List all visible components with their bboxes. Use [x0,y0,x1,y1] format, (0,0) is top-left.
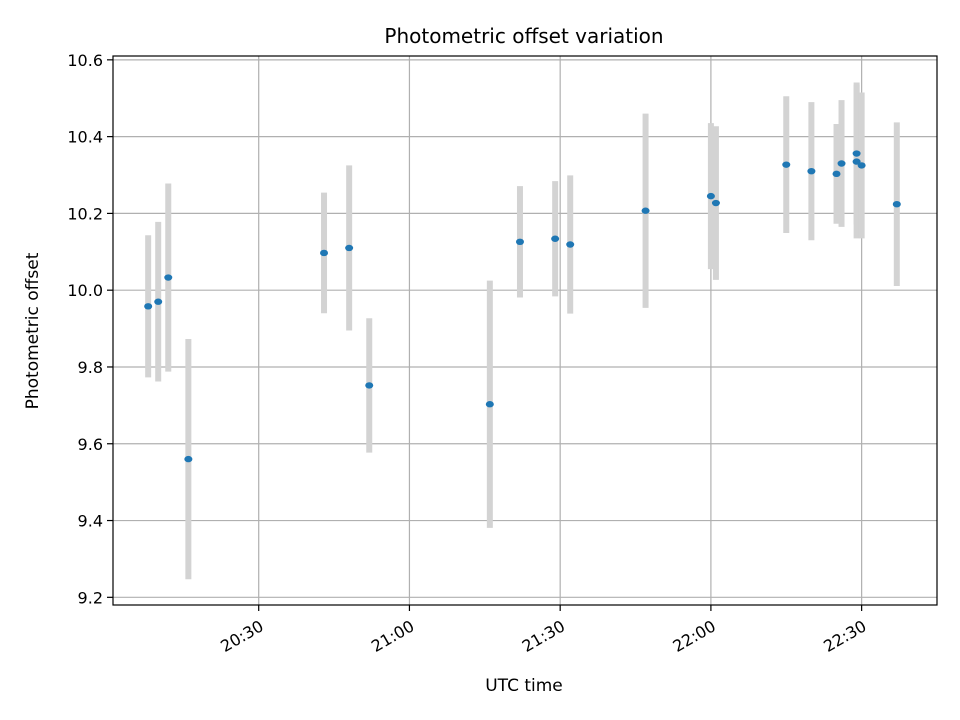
data-point [144,303,153,310]
data-point [485,401,494,408]
x-tick-label: 22:00 [669,616,718,656]
x-tick-label: 22:30 [820,616,869,656]
plot-area-frame [112,55,938,606]
data-point [164,274,173,281]
y-tick-label: 9.6 [78,435,103,454]
data-point [515,238,524,246]
x-tick-label: 20:30 [217,616,266,656]
y-axis-label: Photometric offset [23,252,43,409]
x-tick-label: 21:00 [368,616,417,656]
data-point [852,150,861,157]
data-point [892,200,901,208]
y-tick-label: 10.2 [67,204,103,223]
data-point [857,162,866,169]
data-point [566,241,575,248]
grid [113,56,937,605]
data-point [365,382,374,389]
data-point [706,192,715,200]
error-bars [145,82,900,580]
data-point [832,170,841,178]
data-point [641,207,650,214]
data-point [782,161,791,168]
x-axis-ticks: 20:30 21:00 21:30 22:00 22:30 [217,605,870,656]
chart-title: Photometric offset variation [384,24,663,48]
y-tick-label: 9.4 [78,512,103,531]
data-point [807,167,816,175]
data-point [154,298,163,305]
y-tick-label: 9.2 [78,588,103,607]
y-axis-ticks: 9.2 9.4 9.6 9.8 10.0 10.2 10.4 10.6 [67,51,113,607]
data-point [184,455,193,463]
data-points [144,150,901,463]
y-tick-label: 10.4 [67,128,103,147]
data-point [711,199,720,207]
data-point [852,158,861,165]
x-axis-label: UTC time [485,676,563,696]
data-point [320,249,329,257]
data-point [551,235,560,242]
x-tick-label: 21:30 [519,616,568,656]
data-point [837,160,846,167]
data-point [345,244,354,252]
y-tick-label: 9.8 [78,358,103,377]
y-tick-label: 10.0 [67,281,103,300]
y-tick-label: 10.6 [67,51,103,70]
